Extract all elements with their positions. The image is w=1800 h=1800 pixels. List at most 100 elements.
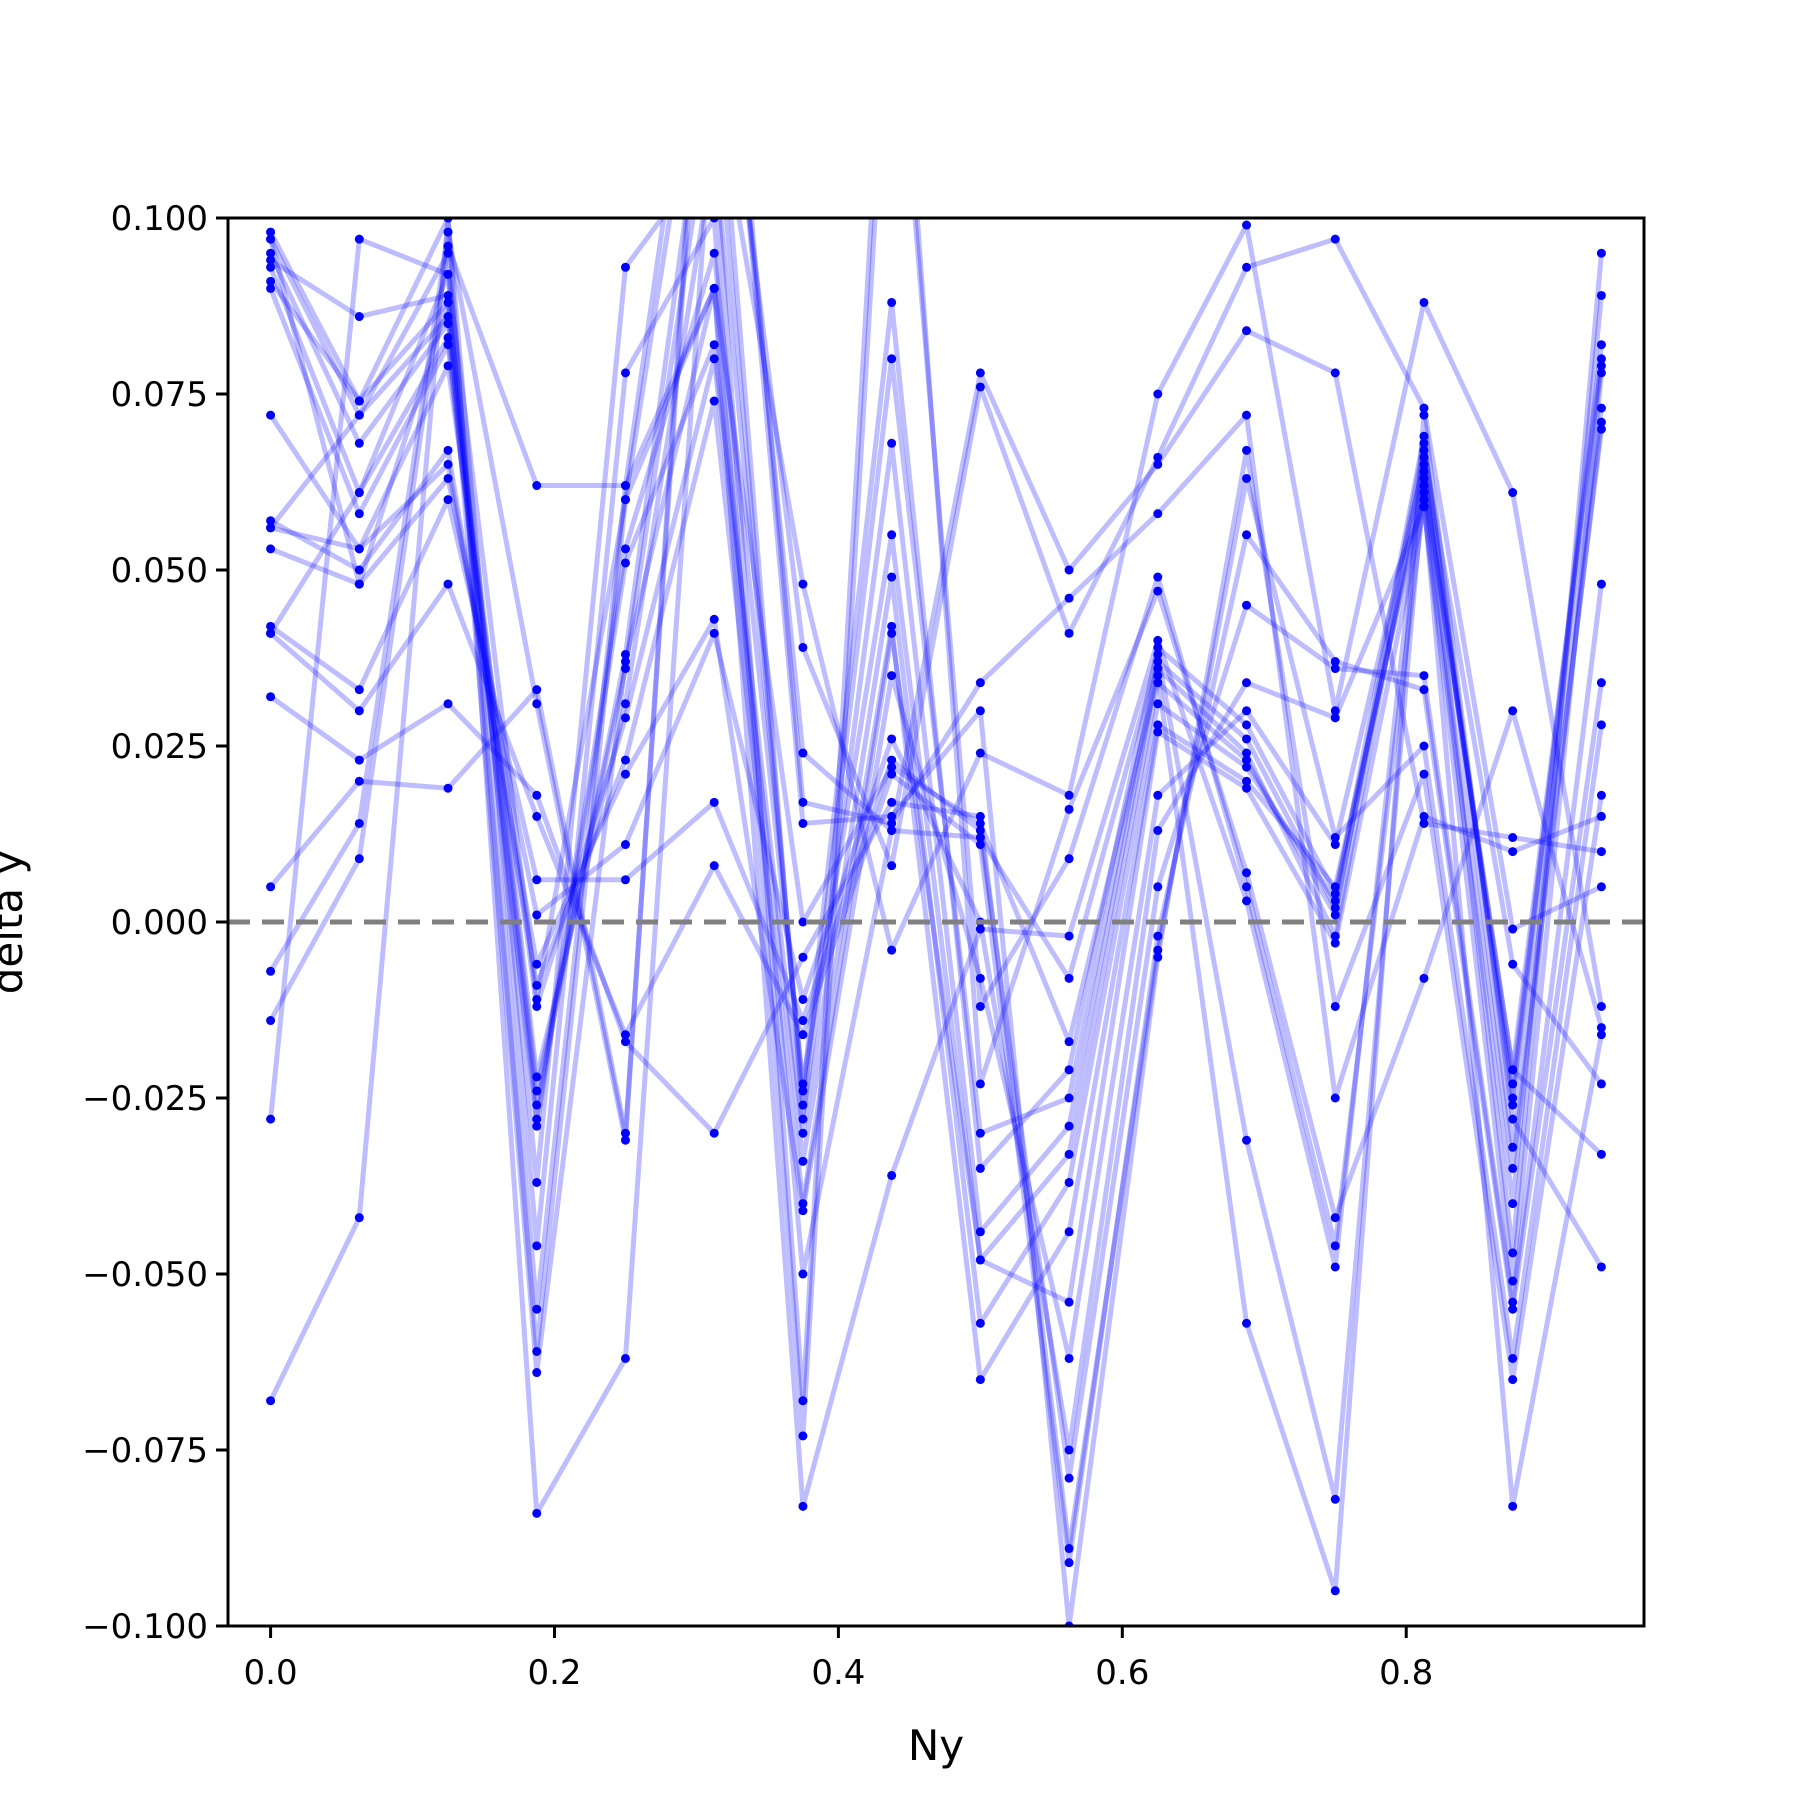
data-point	[887, 818, 897, 828]
data-point	[620, 713, 630, 723]
data-point	[1596, 361, 1606, 371]
data-point	[266, 276, 276, 286]
data-point	[1419, 445, 1429, 455]
y-tick-label: −0.100	[82, 1607, 208, 1647]
data-point	[798, 994, 808, 1004]
data-point	[1153, 825, 1163, 835]
series-line-20	[268, 250, 1604, 1509]
data-point	[443, 361, 453, 371]
data-point	[1153, 586, 1163, 596]
data-point	[532, 994, 542, 1004]
data-point	[1419, 973, 1429, 983]
data-point	[1508, 924, 1518, 934]
data-point	[1508, 1353, 1518, 1363]
data-point	[1153, 931, 1163, 941]
data-point	[1330, 938, 1340, 948]
data-point	[1419, 466, 1429, 476]
data-point	[1508, 1375, 1518, 1385]
data-point	[1064, 1121, 1074, 1131]
data-point	[975, 678, 985, 688]
data-point	[1596, 1079, 1606, 1089]
data-point	[620, 544, 630, 554]
data-point	[1153, 509, 1163, 519]
data-point	[887, 621, 897, 631]
data-point	[620, 368, 630, 378]
data-point	[975, 706, 985, 716]
series-line-11	[268, 532, 1604, 1566]
data-point	[443, 783, 453, 793]
data-point	[266, 227, 276, 237]
data-point	[354, 488, 364, 498]
data-point	[443, 333, 453, 343]
data-point	[1153, 452, 1163, 462]
data-point	[1419, 481, 1429, 491]
data-point	[887, 945, 897, 955]
data-point	[798, 1501, 808, 1511]
data-point	[1153, 952, 1163, 962]
data-point	[887, 755, 897, 765]
data-point	[1508, 1297, 1518, 1307]
series-line-5	[268, 287, 1604, 1326]
data-point	[1242, 326, 1252, 336]
data-point	[1064, 854, 1074, 864]
data-point	[1242, 882, 1252, 892]
data-point	[887, 354, 897, 364]
data-point	[1419, 410, 1429, 420]
data-point	[798, 579, 808, 589]
data-point	[266, 882, 276, 892]
data-point	[1330, 882, 1340, 892]
data-point	[1596, 1262, 1606, 1272]
data-point	[1419, 452, 1429, 462]
data-point	[1242, 748, 1252, 758]
data-point	[1242, 530, 1252, 540]
data-point	[620, 1353, 630, 1363]
data-point	[1596, 340, 1606, 350]
data-point	[532, 1072, 542, 1082]
series-line-9	[269, 372, 1604, 1453]
data-point	[266, 262, 276, 272]
data-point	[1153, 642, 1163, 652]
data-point	[532, 1241, 542, 1251]
data-point	[354, 776, 364, 786]
data-point	[443, 495, 453, 505]
data-point	[443, 297, 453, 307]
data-point	[1596, 368, 1606, 378]
data-point	[975, 973, 985, 983]
data-point	[1153, 720, 1163, 730]
data-point	[532, 875, 542, 885]
data-point	[532, 1508, 542, 1518]
data-point	[1064, 1177, 1074, 1187]
data-point	[1242, 762, 1252, 772]
data-point	[975, 924, 985, 934]
data-point	[1419, 495, 1429, 505]
data-point	[1419, 741, 1429, 751]
data-point	[266, 248, 276, 258]
series-line-13	[268, 218, 1604, 1626]
data-point	[532, 959, 542, 969]
series-line-21	[268, 271, 1604, 1502]
data-point	[1508, 706, 1518, 716]
data-point	[1064, 1297, 1074, 1307]
data-point	[532, 910, 542, 920]
data-point	[1508, 1199, 1518, 1209]
y-tick-label: 0.075	[111, 375, 208, 415]
data-point	[620, 262, 630, 272]
data-point	[620, 875, 630, 885]
data-point	[354, 312, 364, 322]
data-point	[1419, 818, 1429, 828]
data-point	[354, 396, 364, 406]
data-point	[1330, 1262, 1340, 1272]
data-point	[354, 509, 364, 519]
data-point	[266, 544, 276, 554]
data-point	[1153, 657, 1163, 667]
data-point	[798, 1086, 808, 1096]
data-point	[709, 614, 719, 624]
data-point	[1330, 1586, 1340, 1596]
data-point	[1596, 1030, 1606, 1040]
data-point	[1596, 811, 1606, 821]
data-point	[887, 671, 897, 681]
data-point	[532, 1368, 542, 1378]
series-line-10	[269, 497, 1604, 1481]
data-point	[266, 1016, 276, 1026]
y-tick-label: −0.050	[82, 1255, 208, 1295]
